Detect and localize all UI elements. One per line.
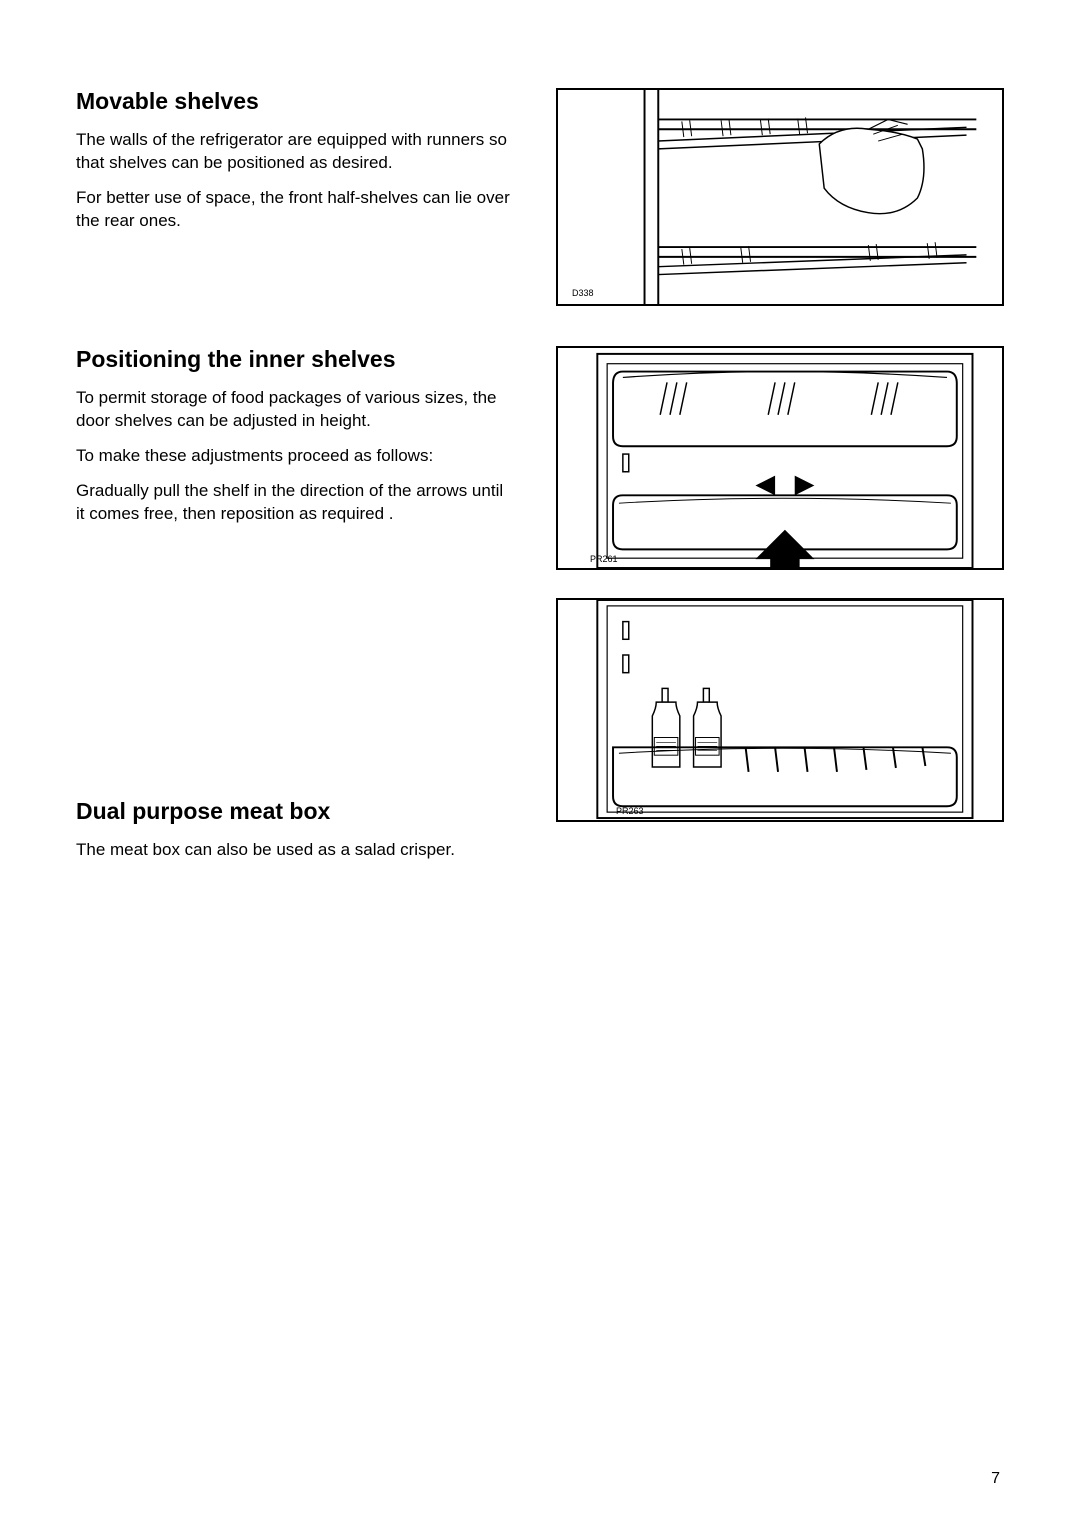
page-number: 7 [991,1470,1000,1488]
text-column: Positioning the inner shelves To permit … [76,346,516,874]
shelf-diagram-svg [558,90,1002,304]
diagram-door-shelf-bottles: PR263 [556,598,1004,822]
diagram-label: PR263 [616,806,644,816]
section-movable-shelves: Movable shelves The walls of the refrige… [76,88,1004,306]
paragraph: Gradually pull the shelf in the directio… [76,480,516,526]
paragraph: The meat box can also be used as a salad… [76,839,516,862]
section-inner-shelves: Positioning the inner shelves To permit … [76,346,1004,874]
diagram-door-shelf-removal: PR261 [556,346,1004,570]
paragraph: To permit storage of food packages of va… [76,387,516,433]
diagram-column: D338 [556,88,1004,306]
diagram-movable-shelves: D338 [556,88,1004,306]
heading-inner-shelves: Positioning the inner shelves [76,346,516,373]
paragraph: To make these adjustments proceed as fol… [76,445,516,468]
diagram-label: PR261 [590,554,618,564]
diagram-label: D338 [572,288,594,298]
paragraph: The walls of the refrigerator are equipp… [76,129,516,175]
diagram-column: PR261 [556,346,1004,822]
text-column: Movable shelves The walls of the refrige… [76,88,516,245]
manual-page: Movable shelves The walls of the refrige… [0,0,1080,1528]
door-shelf-svg [558,348,1002,568]
heading-meat-box: Dual purpose meat box [76,798,516,825]
bottle-shelf-svg [558,600,1002,820]
heading-movable-shelves: Movable shelves [76,88,516,115]
paragraph: For better use of space, the front half-… [76,187,516,233]
